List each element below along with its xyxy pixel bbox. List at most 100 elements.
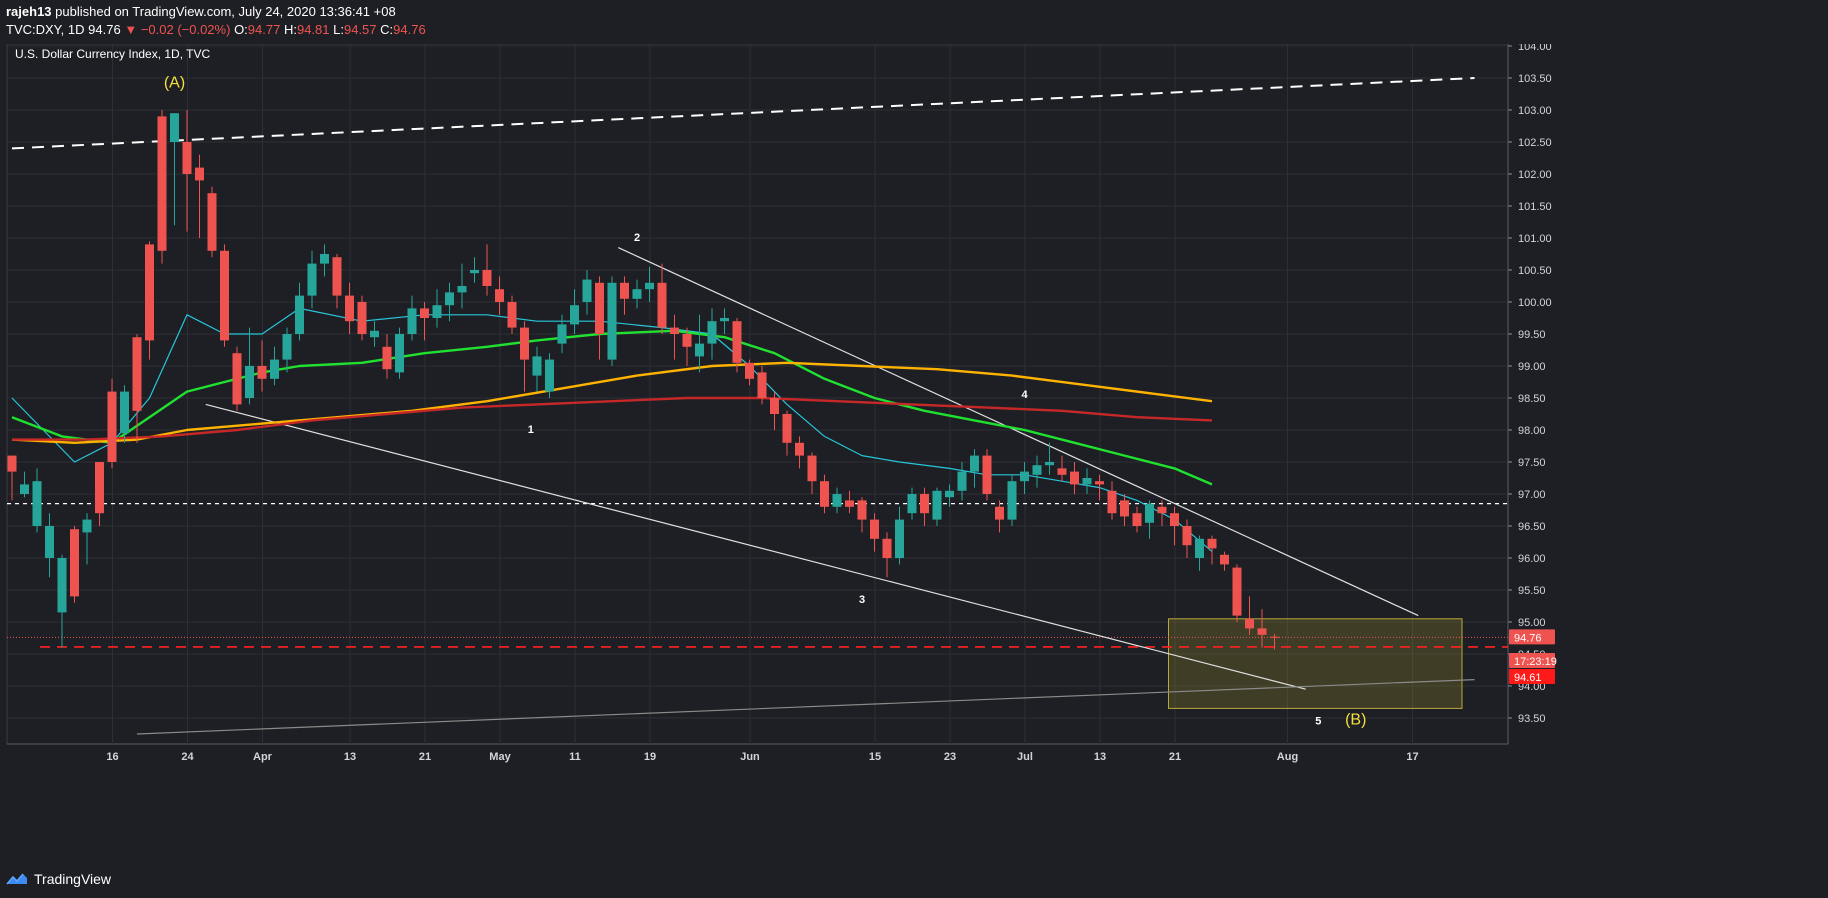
candle-body [445, 292, 454, 306]
candle-body [645, 282, 654, 290]
price-tag-box [1509, 629, 1555, 645]
candle-body [232, 353, 242, 405]
candle-body [745, 362, 754, 379]
candle-body [795, 442, 804, 456]
candle-body [970, 455, 979, 472]
y-tick-label: 96.50 [1518, 521, 1546, 533]
price-axis-panel [1508, 44, 1828, 744]
wave-label: 4 [1021, 389, 1028, 401]
candle-body [7, 455, 17, 472]
y-tick-label: 98.50 [1518, 393, 1546, 405]
candle-body [45, 526, 54, 558]
candle-body [1232, 567, 1242, 616]
candle-body [995, 506, 1004, 520]
candle-body [1157, 506, 1167, 514]
candle-body [57, 558, 67, 613]
candle-body [457, 286, 467, 293]
candle-body [982, 455, 992, 494]
x-tick-label: Apr [253, 751, 273, 763]
candle-body [595, 282, 604, 334]
wave-label: 3 [859, 594, 865, 606]
chart-title: U.S. Dollar Currency Index, 1D, TVC [15, 47, 211, 61]
candle-body [707, 321, 717, 344]
candle-body [1020, 471, 1029, 482]
x-tick-label: 24 [181, 751, 194, 763]
candle-body [332, 257, 342, 296]
target-zone-box [1168, 618, 1463, 709]
candle-body [920, 494, 929, 514]
candle-body [382, 346, 392, 370]
candle-body [70, 529, 79, 597]
candle-body [770, 398, 779, 414]
y-tick-label: 97.50 [1518, 457, 1546, 469]
candle-body [620, 282, 629, 299]
trendline [11, 77, 1475, 150]
candle-body [320, 254, 329, 264]
y-tick-label: 101.50 [1518, 201, 1552, 213]
candle-body [1245, 618, 1254, 629]
candle-body [1207, 538, 1217, 549]
y-tick-label: 97.00 [1518, 489, 1546, 501]
x-tick-label: May [489, 751, 511, 763]
open-label: O: [234, 22, 248, 37]
candle-body [1270, 636, 1279, 638]
price-chart[interactable]: 93.5094.0094.5095.0095.5096.0096.5097.00… [0, 44, 1828, 868]
candle-body [657, 282, 667, 328]
y-tick-label: 95.50 [1518, 585, 1546, 597]
y-tick-label: 98.00 [1518, 425, 1546, 437]
x-tick-label: Aug [1277, 751, 1298, 763]
price-tag-box [1509, 652, 1555, 668]
candle-body [157, 116, 167, 251]
moving-average-line [11, 361, 1213, 444]
candle-body [482, 270, 492, 286]
candle-body [107, 391, 117, 462]
candle-body [932, 490, 942, 520]
candle-body [507, 302, 517, 328]
candle-body [1257, 628, 1267, 635]
y-tick-label: 102.50 [1518, 137, 1552, 149]
candle-body [1045, 462, 1054, 466]
candle-body [1145, 503, 1154, 523]
candle-body [270, 359, 279, 379]
x-tick-label: 21 [419, 751, 431, 763]
candle-body [170, 113, 179, 142]
candle-body [245, 366, 254, 398]
y-tick-label: 93.50 [1518, 713, 1546, 725]
candle-body [820, 481, 829, 507]
candle-body [257, 366, 267, 379]
y-tick-label: 100.50 [1518, 265, 1552, 277]
candle-body [1082, 478, 1092, 485]
price-tag-label: 17:23:19 [1514, 656, 1557, 668]
candle-body [782, 414, 792, 443]
quote-line: TVC:DXY, 1D 94.76 ▼ −0.02 (−0.02%) O:94.… [6, 22, 426, 37]
x-tick-label: 17 [1406, 751, 1418, 763]
candle-body [32, 481, 42, 526]
author-name[interactable]: rajeh13 [6, 4, 52, 19]
price-tag-label: 94.61 [1514, 672, 1542, 684]
candle-body [82, 519, 92, 533]
wave-label: (B) [1345, 711, 1366, 728]
tradingview-brand[interactable]: TradingView [34, 871, 112, 887]
y-tick-label: 96.00 [1518, 553, 1546, 565]
candle-body [682, 334, 692, 347]
candle-body [307, 263, 317, 296]
candle-body [1095, 481, 1104, 485]
wave-label: 2 [634, 232, 640, 244]
high-value: 94.81 [296, 22, 330, 37]
candle-body [120, 391, 129, 434]
candle-body [470, 270, 479, 274]
publish-text: published on TradingView.com, July 24, 2… [55, 4, 396, 19]
candle-body [807, 455, 817, 482]
high-label: H: [283, 22, 297, 37]
wave-label: 1 [528, 424, 534, 436]
y-tick-label: 102.00 [1518, 169, 1552, 181]
candle-body [720, 318, 729, 322]
x-tick-label: 21 [1169, 751, 1181, 763]
last-price: 94.76 [88, 22, 121, 37]
footer: TradingView [6, 868, 111, 890]
down-triangle-icon: ▼ [124, 22, 138, 37]
candle-body [220, 250, 229, 341]
candle-body [870, 519, 879, 539]
moving-average-line [12, 396, 1213, 441]
wave-label: 5 [1315, 715, 1321, 727]
